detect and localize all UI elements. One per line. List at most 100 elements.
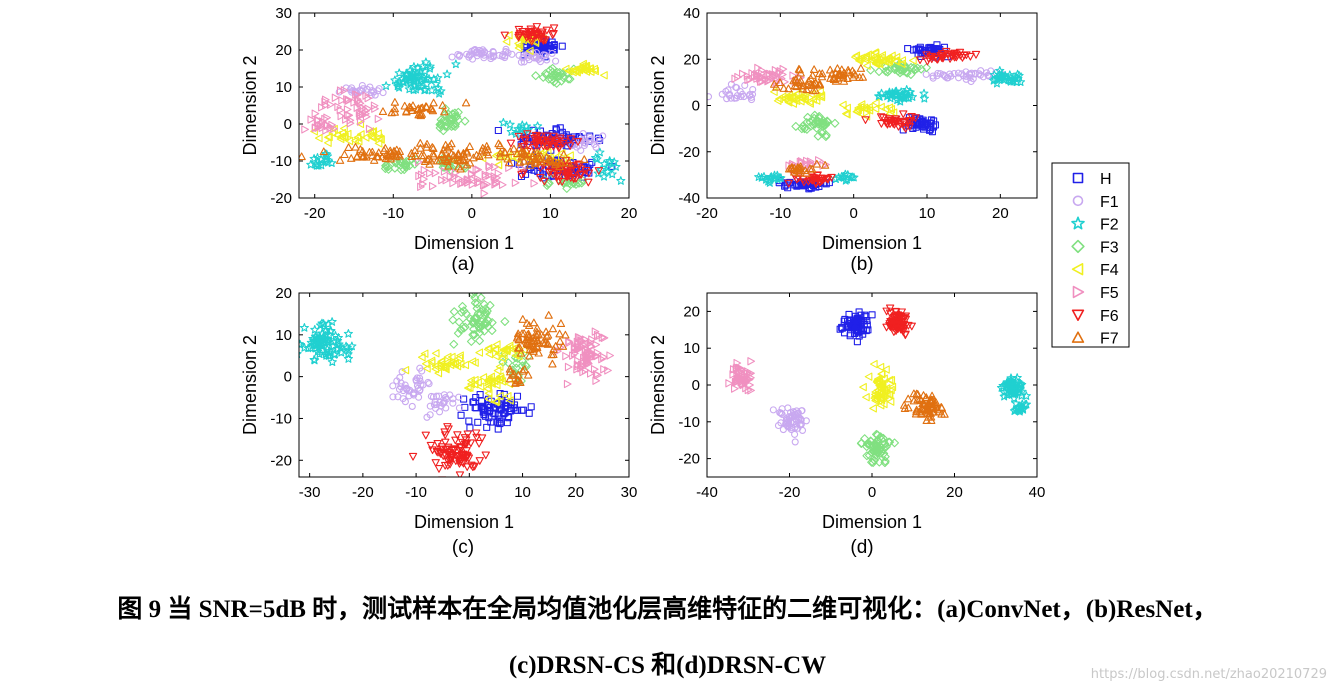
data-point-F1: [432, 392, 441, 400]
data-point-F5: [746, 380, 754, 390]
data-point-F4: [857, 100, 866, 109]
points-layer: [299, 23, 626, 198]
data-point-F7: [561, 330, 570, 339]
data-point-F6: [542, 132, 552, 141]
data-point-F5: [573, 345, 582, 354]
data-point-F7: [543, 340, 553, 348]
data-point-F3: [867, 457, 877, 467]
data-point-F4: [495, 375, 504, 385]
data-point-H: [904, 45, 912, 53]
data-point-F5: [600, 333, 609, 343]
data-point-F5: [344, 96, 353, 105]
y-tick-label: -20: [678, 451, 700, 468]
data-point-F6: [901, 321, 910, 330]
data-point-H: [494, 418, 502, 426]
data-point-F1: [922, 70, 930, 78]
x-axis-label: Dimension 1: [414, 512, 514, 532]
data-point-F1: [929, 72, 937, 80]
data-point-F6: [441, 461, 450, 470]
series-F4: [859, 359, 897, 413]
data-point-F4: [441, 362, 450, 371]
data-point-F5: [778, 70, 787, 79]
data-point-F5: [362, 112, 371, 121]
legend-marker-F6: [1071, 309, 1085, 321]
data-point-F7: [444, 152, 453, 161]
data-point-F3: [511, 363, 521, 373]
data-point-F1: [412, 377, 420, 385]
data-point-F4: [531, 38, 540, 47]
y-tick-label: 0: [284, 369, 292, 386]
data-point-F7: [918, 399, 927, 408]
data-point-F5: [584, 348, 593, 357]
data-point-F7: [506, 147, 515, 156]
data-point-F2: [309, 355, 319, 364]
data-point-F5: [343, 105, 352, 114]
data-point-F7: [379, 146, 389, 154]
data-point-F5: [474, 178, 483, 188]
data-point-F6: [463, 463, 472, 471]
data-point-F7: [524, 370, 533, 379]
data-point-F1: [797, 415, 805, 423]
data-point-F4: [600, 71, 608, 80]
data-point-F4: [461, 360, 470, 370]
data-point-F7: [511, 379, 520, 387]
data-point-F2: [442, 69, 452, 79]
data-point-F1: [592, 143, 600, 151]
data-point-F2: [320, 149, 330, 158]
data-point-F6: [901, 312, 910, 321]
data-point-H: [927, 120, 935, 128]
data-point-F5: [563, 379, 572, 389]
data-point-F2: [905, 87, 915, 97]
data-point-F7: [362, 152, 371, 161]
data-point-F1: [793, 416, 801, 425]
data-point-F3: [482, 318, 492, 328]
data-point-F4: [796, 97, 805, 106]
x-tick-label: -40: [696, 484, 718, 501]
data-point-F6: [432, 447, 441, 456]
data-point-F4: [351, 136, 359, 145]
x-tick-label: -20: [696, 205, 718, 222]
data-point-F7: [416, 111, 425, 120]
data-point-F3: [448, 109, 458, 119]
data-point-F7: [851, 70, 860, 79]
x-tick-label: -10: [405, 484, 427, 501]
data-point-F2: [341, 341, 351, 351]
y-tick-label: 20: [275, 285, 292, 302]
data-point-F7: [428, 106, 438, 115]
data-point-F5: [491, 180, 500, 189]
data-point-F4: [871, 392, 880, 401]
data-point-F6: [526, 27, 536, 36]
data-point-F5: [779, 64, 788, 74]
data-point-F6: [421, 431, 430, 440]
data-point-F7: [548, 324, 558, 333]
data-point-F5: [574, 342, 583, 351]
data-point-F4: [566, 151, 574, 160]
data-point-F7: [372, 152, 382, 161]
data-point-F2: [299, 323, 309, 332]
data-point-F7: [368, 151, 377, 159]
data-point-F4: [340, 124, 348, 133]
data-point-F7: [462, 160, 472, 169]
data-point-F5: [353, 95, 362, 104]
data-point-H: [838, 324, 846, 332]
data-point-F3: [453, 107, 463, 117]
data-point-F1: [375, 85, 383, 93]
data-point-H: [489, 404, 497, 412]
data-point-F3: [791, 121, 801, 131]
data-point-F6: [440, 428, 449, 437]
legend-label-F6: F6: [1100, 308, 1119, 325]
data-point-F4: [862, 52, 871, 61]
data-point-F3: [890, 62, 900, 72]
data-point-F1: [966, 71, 974, 79]
data-point-F2: [381, 81, 391, 90]
data-point-F6: [882, 307, 891, 316]
series-H: [457, 389, 535, 433]
data-point-F1: [448, 53, 456, 61]
data-point-F6: [467, 461, 476, 470]
data-point-F4: [882, 54, 890, 64]
data-point-F7: [395, 147, 404, 155]
data-point-F5: [338, 96, 346, 105]
series-F1: [335, 45, 607, 154]
data-point-F1: [707, 93, 713, 101]
series-F5: [731, 63, 830, 175]
